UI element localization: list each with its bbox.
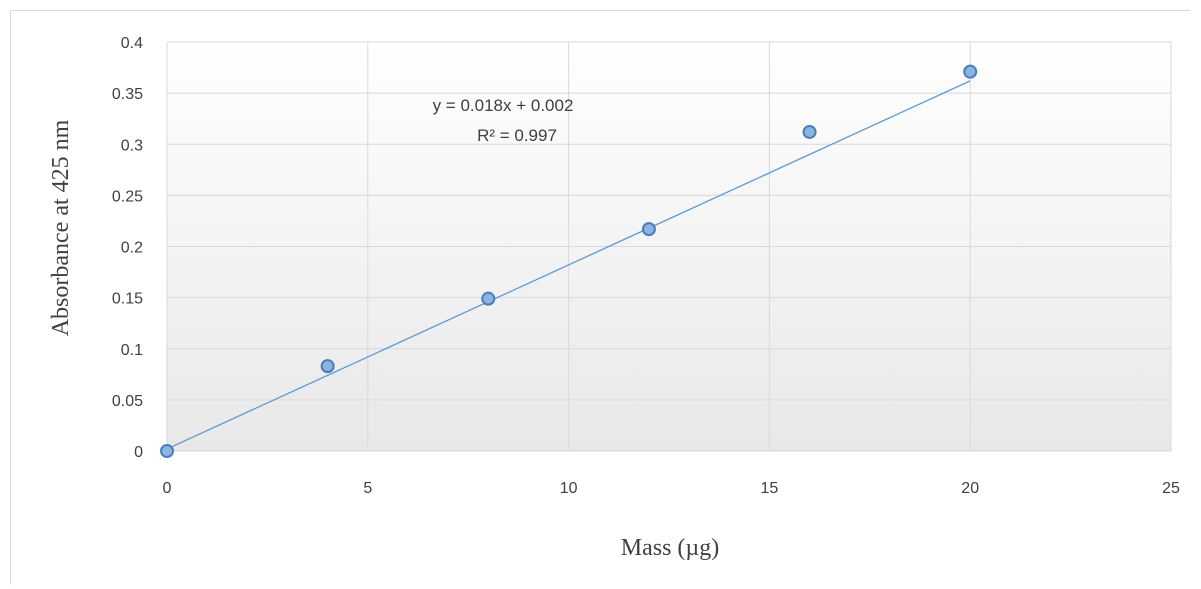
data-point bbox=[481, 291, 496, 306]
x-tick-label: 20 bbox=[961, 480, 979, 497]
y-tick-label: 0.15 bbox=[112, 291, 143, 308]
data-point bbox=[160, 444, 174, 458]
y-tick-label: 0.3 bbox=[121, 137, 143, 154]
y-tick-label: 0.4 bbox=[121, 35, 143, 52]
x-tick-label: 0 bbox=[163, 480, 172, 497]
y-axis-title: Absorbance at 425 nm bbox=[48, 119, 74, 336]
data-point bbox=[963, 64, 978, 79]
data-point bbox=[802, 124, 817, 139]
x-tick-label: 15 bbox=[761, 480, 779, 497]
data-point bbox=[641, 222, 656, 237]
x-tick-label: 5 bbox=[363, 480, 372, 497]
y-tick-label: 0.25 bbox=[112, 188, 143, 205]
data-point bbox=[320, 359, 335, 374]
trendline-equation: y = 0.018x + 0.002 bbox=[433, 96, 574, 115]
trendline-group bbox=[166, 80, 971, 450]
y-tick-label: 0.05 bbox=[112, 393, 143, 410]
trendline-r-squared: R² = 0.997 bbox=[477, 126, 557, 145]
chart-frame bbox=[10, 10, 1190, 585]
x-tick-label: 10 bbox=[560, 480, 578, 497]
grid-lines bbox=[166, 41, 1172, 452]
y-tick-label: 0 bbox=[134, 444, 143, 461]
x-tick-label: 25 bbox=[1162, 480, 1180, 497]
x-axis-title: Mass (µg) bbox=[621, 535, 719, 561]
data-points bbox=[160, 64, 978, 458]
y-tick-label: 0.1 bbox=[121, 342, 143, 359]
trendline bbox=[166, 80, 971, 450]
tick-labels: 0 0.05 0.1 0.15 0.2 0.25 0.3 0.35 0.4 0 5 10 15 20 25 bbox=[112, 35, 1180, 497]
y-tick-label: 0.35 bbox=[112, 86, 143, 103]
y-tick-label: 0.2 bbox=[121, 240, 143, 257]
